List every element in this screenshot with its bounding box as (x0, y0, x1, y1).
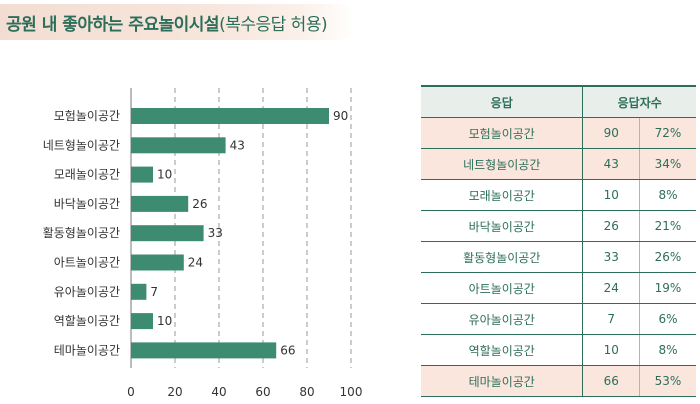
cell-count: 10 (582, 334, 640, 366)
category-label: 바닥놀이공간 (54, 197, 120, 211)
cell-count: 90 (582, 117, 640, 149)
response-table: 응답 응답자수 모험놀이공간 90 72% 네트형놀이공간 43 34% 모래놀이공간 10 8… (421, 85, 696, 397)
value-label: 66 (280, 343, 295, 357)
cell-count: 66 (582, 365, 640, 397)
value-label: 90 (333, 109, 348, 123)
title-main: 공원 내 좋아하는 주요놀이시설 (6, 15, 220, 35)
table-row: 네트형놀이공간 43 34% (421, 148, 696, 180)
cell-percent: 8% (639, 179, 696, 211)
cell-percent: 8% (639, 334, 696, 366)
x-tick-label: 80 (299, 385, 314, 399)
category-label: 네트형놀이공간 (43, 138, 120, 152)
x-tick-label: 100 (340, 385, 363, 399)
value-label: 33 (208, 226, 223, 240)
table-body: 모험놀이공간 90 72% 네트형놀이공간 43 34% 모래놀이공간 10 8% 바닥놀이공간 2… (421, 117, 696, 397)
cell-response: 역할놀이공간 (421, 334, 584, 366)
table-row: 바닥놀이공간 26 21% (421, 210, 696, 242)
table-row: 활동형놀이공간 33 26% (421, 241, 696, 273)
x-tick-label: 40 (211, 385, 226, 399)
x-tick-label: 20 (167, 385, 182, 399)
page-title: 공원 내 좋아하는 주요놀이시설(복수응답 허용) (6, 10, 328, 35)
table-row: 모래놀이공간 10 8% (421, 179, 696, 211)
value-label: 26 (192, 197, 207, 211)
cell-response: 아트놀이공간 (421, 272, 584, 304)
header-respondents: 응답자수 (582, 85, 696, 118)
table-row: 모험놀이공간 90 72% (421, 117, 696, 149)
category-label: 아트놀이공간 (54, 256, 120, 270)
data-table: 응답 응답자수 모험놀이공간 90 72% 네트형놀이공간 43 34% 모래놀이공간 10 8… (421, 85, 696, 397)
value-label: 10 (157, 168, 172, 182)
cell-response: 활동형놀이공간 (421, 241, 584, 273)
cell-percent: 19% (639, 272, 696, 304)
cell-response: 모래놀이공간 (421, 179, 584, 211)
table-header-row: 응답 응답자수 (421, 85, 696, 118)
bar (131, 283, 147, 300)
cell-response: 유아놀이공간 (421, 303, 584, 335)
bar (131, 254, 184, 271)
category-label: 모래놀이공간 (54, 168, 120, 182)
bar (131, 342, 277, 359)
cell-percent: 72% (639, 117, 696, 149)
bar-chart: 모험놀이공간 90 네트형놀이공간 43 모래놀이공간 10 바닥놀이공간 26 활동형놀이공간… (43, 88, 363, 399)
cell-count: 7 (582, 303, 640, 335)
bar (131, 195, 189, 212)
cell-count: 24 (582, 272, 640, 304)
cell-percent: 6% (639, 303, 696, 335)
cell-response: 바닥놀이공간 (421, 210, 584, 242)
table-row: 아트놀이공간 24 19% (421, 272, 696, 304)
x-tick-label: 0 (127, 385, 135, 399)
cell-count: 33 (582, 241, 640, 273)
bar (131, 313, 153, 330)
x-tick-label: 60 (255, 385, 270, 399)
header-response: 응답 (421, 85, 584, 118)
cell-count: 43 (582, 148, 640, 180)
title-banner: 공원 내 좋아하는 주요놀이시설(복수응답 허용) (0, 0, 700, 48)
table-row: 테마놀이공간 66 53% (421, 365, 696, 397)
value-label: 43 (230, 138, 245, 152)
cell-percent: 53% (639, 365, 696, 397)
bar (131, 166, 153, 183)
value-label: 7 (150, 285, 158, 299)
value-label: 24 (188, 256, 203, 270)
cell-response: 테마놀이공간 (421, 365, 584, 397)
value-label: 10 (157, 314, 172, 328)
bar (131, 137, 226, 154)
cell-percent: 21% (639, 210, 696, 242)
category-label: 유아놀이공간 (54, 285, 120, 299)
category-label: 역할놀이공간 (54, 314, 120, 328)
bar (131, 108, 329, 124)
title-note: (복수응답 허용) (219, 15, 328, 35)
cell-count: 10 (582, 179, 640, 211)
table-row: 역할놀이공간 10 8% (421, 334, 696, 366)
cell-count: 26 (582, 210, 640, 242)
cell-response: 모험놀이공간 (421, 117, 584, 149)
bar (131, 225, 204, 242)
category-label: 모험놀이공간 (54, 109, 120, 123)
cell-percent: 34% (639, 148, 696, 180)
cell-percent: 26% (639, 241, 696, 273)
category-label: 활동형놀이공간 (43, 226, 120, 240)
category-label: 테마놀이공간 (54, 343, 120, 357)
cell-response: 네트형놀이공간 (421, 148, 584, 180)
table-row: 유아놀이공간 7 6% (421, 303, 696, 335)
title-band (0, 4, 355, 40)
